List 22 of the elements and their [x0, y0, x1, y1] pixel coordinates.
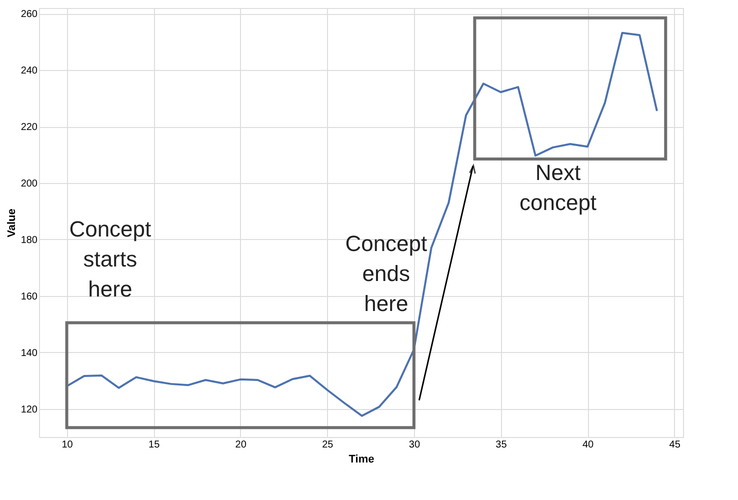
y-tick-label: 160	[20, 291, 38, 302]
x-tick-label: 10	[62, 440, 74, 450]
y-tick-label: 260	[20, 9, 38, 20]
y-tick-label: 220	[20, 122, 38, 134]
x-tick-label: 45	[669, 440, 681, 450]
y-axis-title: Value	[6, 208, 18, 238]
y-tick-label: 180	[20, 234, 38, 246]
y-tick-label: 240	[20, 66, 38, 77]
x-tick-label: 15	[148, 440, 160, 450]
annotation: Concept starts here	[69, 216, 152, 302]
x-axis-title: Time	[348, 454, 374, 466]
y-tick-label: 140	[20, 348, 38, 359]
x-tick-label: 30	[408, 440, 420, 450]
annotation: Next concept	[519, 160, 597, 216]
x-tick-label: 35	[496, 440, 508, 450]
x-tick-label: 20	[235, 440, 247, 450]
annotation: Concept ends here	[345, 230, 428, 316]
x-tick-label: 25	[322, 440, 334, 450]
y-tick-label: 200	[20, 178, 38, 190]
x-tick-label: 40	[582, 440, 594, 450]
y-tick-label: 120	[20, 404, 38, 416]
line-series	[66, 32, 658, 417]
